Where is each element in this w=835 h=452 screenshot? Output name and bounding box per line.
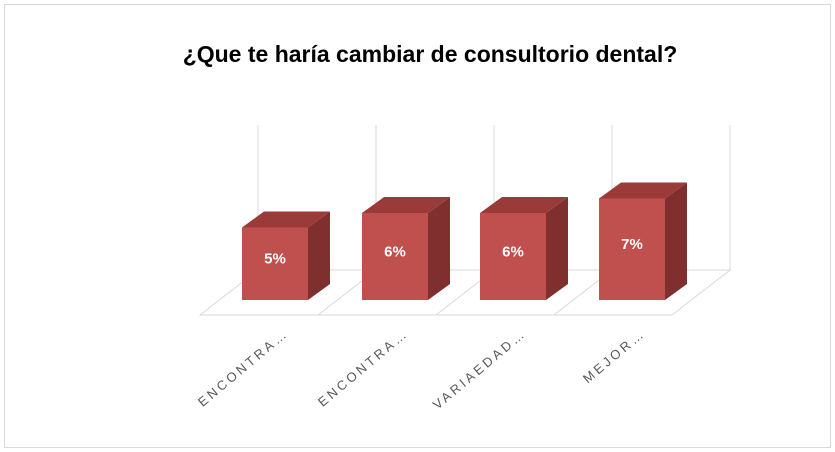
bar-side [546,197,568,300]
bar [480,197,568,300]
bar-front [242,227,308,300]
bar-side [665,182,687,300]
bar [362,197,450,300]
value-label: 6% [502,243,524,260]
bar [599,182,687,300]
bar-top [480,197,568,213]
chart-title: ¿Que te haría cambiar de consultorio den… [183,41,678,67]
bar-top [362,197,450,213]
bar-front [362,213,428,300]
value-label: 5% [264,251,286,268]
bar-front [480,213,546,300]
bar-top [242,211,330,228]
bar-front [599,198,665,300]
bar-side [428,197,450,300]
value-label: 6% [384,243,406,260]
bar [242,211,330,300]
value-label: 7% [621,236,643,253]
bar-side [308,211,330,300]
bar-top [599,182,687,199]
